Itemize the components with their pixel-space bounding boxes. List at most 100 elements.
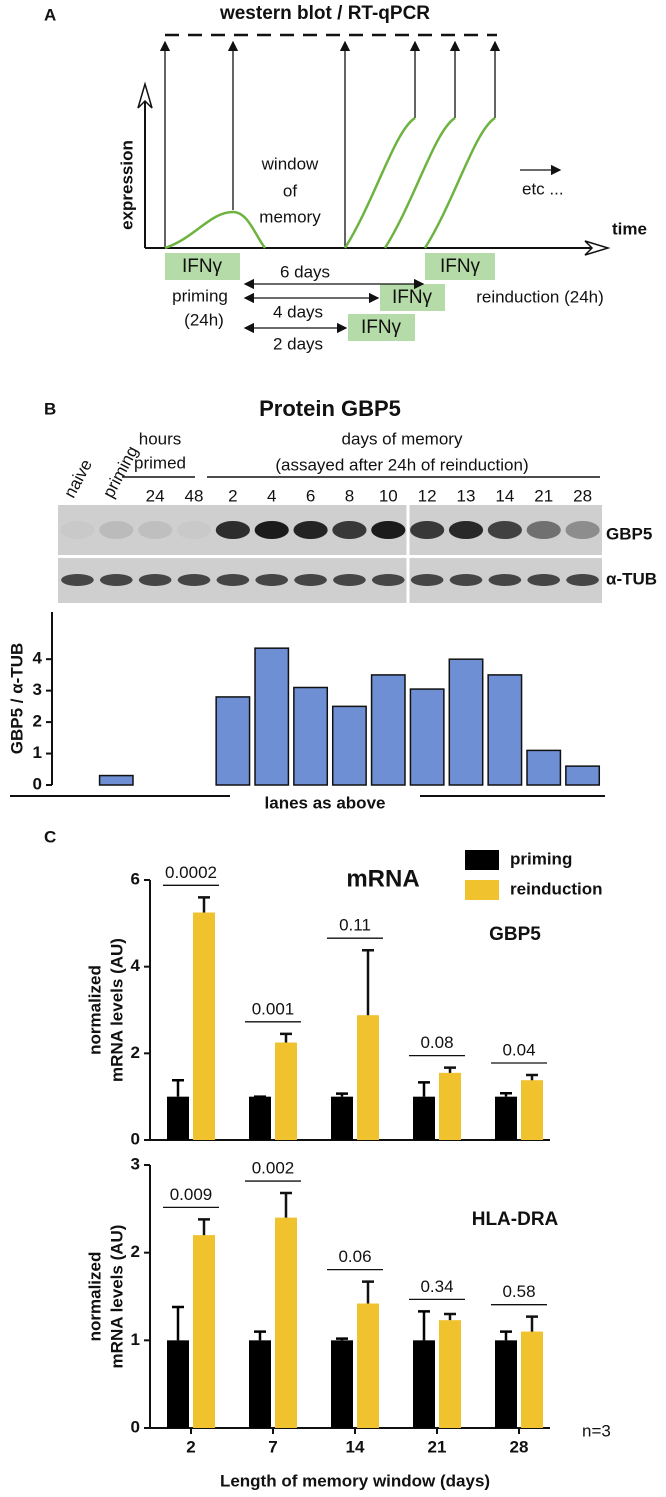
error-bar — [362, 1280, 374, 1304]
lane-label: 21 — [534, 486, 553, 505]
bar — [565, 765, 601, 786]
gbp5-band — [177, 521, 211, 539]
y-tick-label: 0 — [33, 774, 42, 793]
gene-label: HLA-DRA — [472, 1209, 559, 1230]
error-bar — [254, 1330, 266, 1341]
bar — [275, 1042, 297, 1140]
panel-a: A western blot / RT-qPCR expression time… — [44, 3, 647, 353]
bar — [275, 1217, 297, 1428]
lane-group-label: (assayed after 24h of reinduction) — [275, 455, 528, 474]
error-bar — [172, 1078, 184, 1097]
window-label: window — [261, 154, 319, 173]
p-value: 0.04 — [502, 1040, 535, 1059]
lane-label: 12 — [418, 486, 437, 505]
legend-swatch — [465, 880, 499, 900]
lane-group-label: primed — [134, 453, 186, 472]
bar — [495, 1096, 517, 1140]
error-bar — [526, 1315, 538, 1332]
error-bar — [280, 1032, 292, 1043]
blot-bands — [61, 521, 600, 586]
lane-label: 6 — [306, 486, 315, 505]
treatment-label: IFNγ — [440, 256, 481, 277]
lane-label: 13 — [457, 486, 476, 505]
lane-group-label: hours — [139, 429, 182, 448]
gbp5-band — [332, 521, 367, 539]
treatment-label: IFNγ — [182, 256, 223, 277]
tubulin-band — [488, 574, 522, 586]
lane-group-label: days of memory — [342, 429, 463, 448]
expression-curve — [343, 116, 416, 249]
y-tick-label: 2 — [33, 712, 42, 731]
bar — [357, 1015, 379, 1140]
treatment-label: IFNγ — [392, 287, 433, 308]
p-value: 0.06 — [338, 1247, 371, 1266]
lane-label: 2 — [228, 486, 237, 505]
tubulin-band — [566, 574, 599, 586]
y-axis-label: normalized — [85, 1252, 104, 1342]
y-tick-label: 1 — [131, 1330, 140, 1349]
tubulin-band — [449, 574, 483, 586]
blot-label: GBP5 — [606, 524, 652, 543]
tubulin-band — [99, 574, 133, 586]
tubulin-band — [61, 574, 94, 586]
tubulin-band — [255, 574, 289, 586]
bar — [439, 1072, 461, 1140]
p-value: 0.34 — [420, 1277, 453, 1296]
y-tick-label: 0 — [131, 1129, 140, 1148]
y-tick-label: 6 — [131, 869, 140, 888]
interval-label: 6 days — [280, 262, 330, 281]
y-tick-label: 3 — [131, 1154, 140, 1173]
treatment-label: IFNγ — [361, 317, 402, 338]
bar — [167, 1096, 189, 1140]
error-bar — [362, 948, 374, 1016]
lane-label: naive — [60, 456, 96, 501]
bar — [413, 1096, 435, 1140]
x-axis-label: lanes as above — [265, 793, 386, 812]
bar — [293, 686, 329, 786]
gbp5-band — [293, 521, 328, 539]
error-bar — [198, 896, 210, 913]
bar — [193, 1235, 215, 1428]
lane-label: 10 — [379, 486, 398, 505]
tubulin-band — [216, 574, 250, 586]
bar — [254, 647, 290, 786]
bar — [215, 696, 251, 786]
y-axis-label: mRNA levels (AU) — [107, 1225, 126, 1369]
y-tick-label: 4 — [33, 649, 43, 668]
expression-curve — [164, 210, 267, 250]
interval-label: 4 days — [273, 302, 323, 321]
error-bar — [280, 1191, 292, 1218]
axis-arrowhead — [584, 240, 611, 256]
error-bar — [336, 1337, 348, 1341]
chart-title: mRNA — [346, 865, 419, 892]
bar — [331, 705, 367, 786]
p-value: 0.11 — [339, 916, 371, 935]
etc-label: etc ... — [522, 179, 564, 198]
panel-b: B Protein GBP5 hours primed days of memo… — [44, 396, 657, 603]
lane-label: 24 — [146, 486, 165, 505]
gbp5-band — [526, 521, 561, 539]
error-bar — [198, 1218, 210, 1236]
bar — [521, 1080, 543, 1140]
error-bar — [526, 1073, 538, 1081]
gbp5-band — [565, 521, 600, 539]
bar — [521, 1331, 543, 1428]
y-axis-label: expression — [117, 140, 136, 230]
lane-label: 8 — [345, 486, 354, 505]
legend-swatch — [465, 850, 499, 870]
y-tick-label: 0 — [131, 1417, 140, 1436]
bar — [413, 1340, 435, 1428]
lane-label: 28 — [573, 486, 592, 505]
panel-label: B — [44, 399, 56, 418]
error-bar — [418, 1081, 430, 1097]
legend-label: reinduction — [510, 879, 603, 898]
window-label: of — [283, 181, 297, 200]
x-tick-label: 14 — [346, 1437, 365, 1456]
y-tick-label: 2 — [131, 1043, 140, 1062]
panel-title: western blot / RT-qPCR — [219, 3, 430, 24]
gbp5-band — [410, 521, 445, 539]
gbp5-band — [215, 521, 250, 539]
y-axis-label: normalized — [85, 965, 104, 1055]
treatment-box — [348, 314, 415, 341]
